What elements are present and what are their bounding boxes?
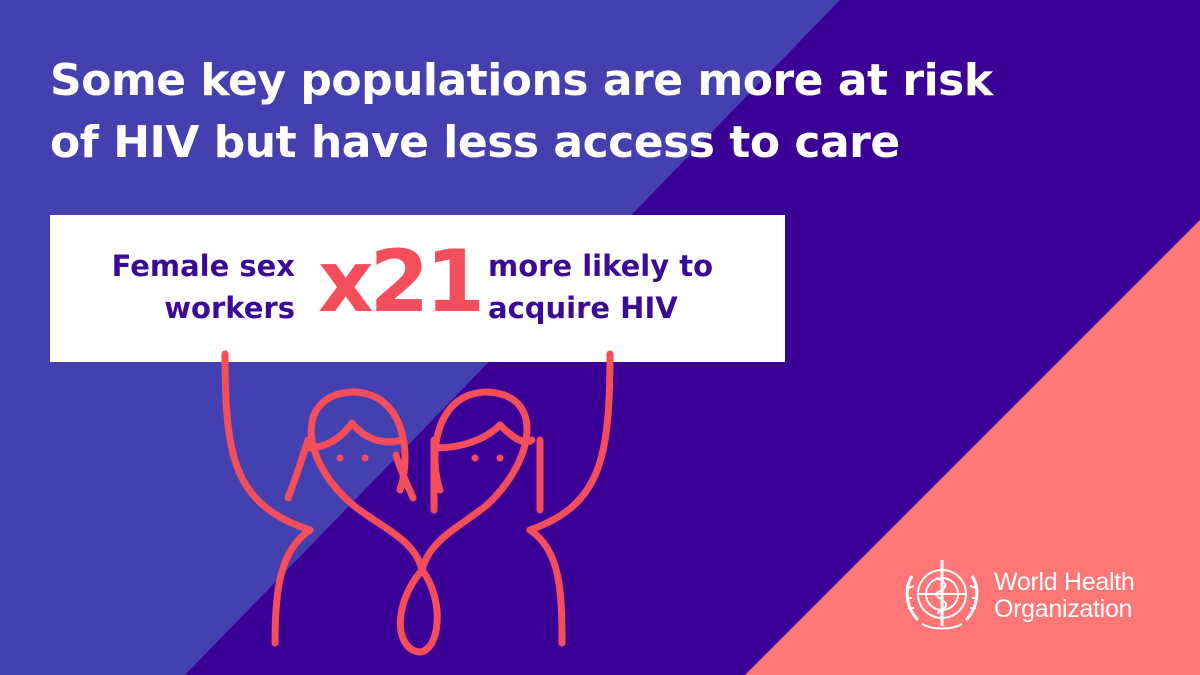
who-logo: World Health Organization bbox=[898, 558, 1135, 634]
headline-line-1: Some key populations are more at risk bbox=[50, 55, 993, 106]
description-line-1: more likely to bbox=[488, 249, 713, 283]
logo-line-1: World Health bbox=[994, 568, 1135, 596]
who-emblem-icon bbox=[905, 560, 979, 630]
headline: Some key populations are more at risk of… bbox=[50, 50, 1150, 174]
who-wordmark: World Health Organization bbox=[994, 568, 1135, 623]
description-line-2: acquire HIV bbox=[488, 291, 678, 325]
logo-line-2: Organization bbox=[994, 595, 1133, 623]
population-line-2: workers bbox=[164, 291, 295, 325]
risk-multiplier: x21 bbox=[318, 232, 485, 332]
population-label: Female sex workers bbox=[112, 245, 295, 329]
headline-line-2: of HIV but have less access to care bbox=[50, 117, 900, 168]
risk-description: more likely to acquire HIV bbox=[488, 245, 713, 329]
two-women-holding-sign-icon bbox=[221, 350, 614, 656]
stat-sign: Female sex workers x21 more likely to ac… bbox=[50, 215, 785, 362]
population-line-1: Female sex bbox=[111, 249, 295, 283]
